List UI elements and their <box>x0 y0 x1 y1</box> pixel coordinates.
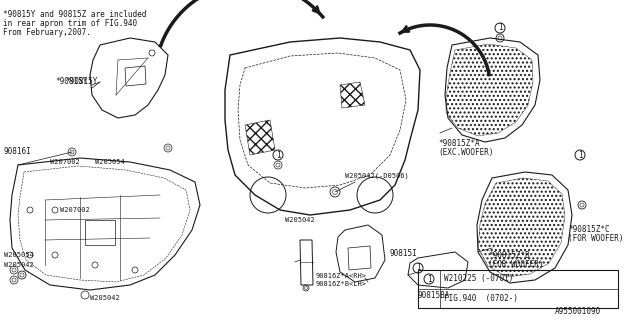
Text: W205042: W205042 <box>285 217 315 223</box>
Polygon shape <box>125 66 146 86</box>
Text: W207002: W207002 <box>50 159 80 165</box>
Text: A955001090: A955001090 <box>555 308 601 316</box>
Text: 90816Z*A<RH>: 90816Z*A<RH> <box>316 273 367 279</box>
Text: 1: 1 <box>498 23 502 33</box>
Text: *90815Y and 90815Z are included: *90815Y and 90815Z are included <box>3 10 147 19</box>
Text: 90815I: 90815I <box>390 249 418 258</box>
Text: 90816I: 90816I <box>4 148 32 156</box>
Text: 1: 1 <box>276 150 280 159</box>
Text: W205042: W205042 <box>90 295 120 301</box>
Text: W205054: W205054 <box>4 252 34 258</box>
Text: W205042(-D0506): W205042(-D0506) <box>345 173 409 179</box>
Text: (EXC.WOOFER): (EXC.WOOFER) <box>438 148 493 156</box>
Text: 90816Z*B<LH>: 90816Z*B<LH> <box>316 281 367 287</box>
Text: 1: 1 <box>578 150 582 159</box>
Text: in rear apron trim of FIG.940: in rear apron trim of FIG.940 <box>3 19 137 28</box>
Text: 90815BA: 90815BA <box>418 292 451 300</box>
Text: W210225 (-0701): W210225 (-0701) <box>444 275 513 284</box>
Text: W205054: W205054 <box>95 159 125 165</box>
Text: *90815Y: *90815Y <box>55 77 88 86</box>
Text: (FOR WOOFER): (FOR WOOFER) <box>488 260 543 268</box>
Text: W207002: W207002 <box>60 207 90 213</box>
Text: *90815Z*C: *90815Z*C <box>568 226 610 235</box>
Text: *90815Z*A: *90815Z*A <box>438 139 479 148</box>
Bar <box>418 270 618 308</box>
Text: 1: 1 <box>427 275 431 284</box>
Text: *90815Z*B: *90815Z*B <box>488 251 530 260</box>
Text: From February,2007.: From February,2007. <box>3 28 91 37</box>
Text: (FOR WOOFER): (FOR WOOFER) <box>568 235 623 244</box>
Text: FIG.940  (0702-): FIG.940 (0702-) <box>444 293 518 302</box>
Text: W205042: W205042 <box>4 262 34 268</box>
Text: 1: 1 <box>416 263 420 273</box>
Text: *90815Y: *90815Y <box>65 77 97 86</box>
